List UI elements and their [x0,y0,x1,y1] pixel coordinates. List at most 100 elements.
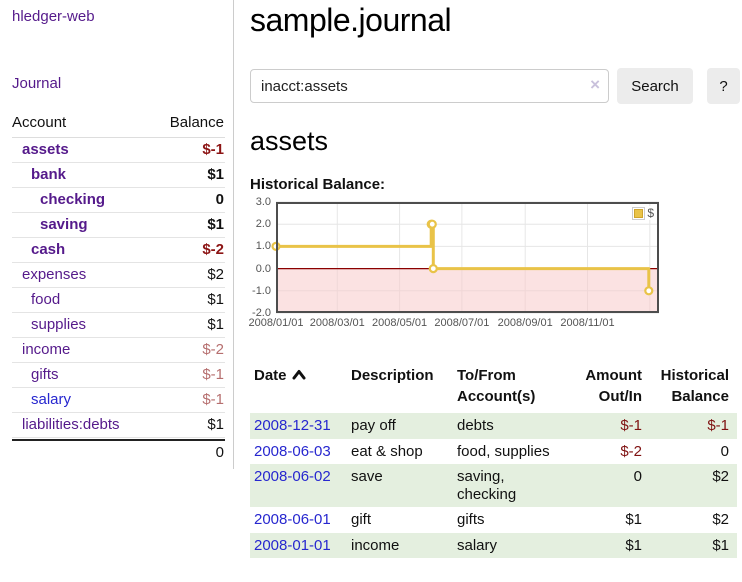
register-col-historical: Historical Balance [660,367,729,405]
account-link[interactable]: liabilities:debts [22,416,120,433]
x-axis-tick-label: 2008/11/01 [560,317,615,329]
register-col-date[interactable]: Date [250,361,347,413]
balance-chart-svg [271,201,659,314]
main-content: sample.journal × Search ? assets Histori… [234,0,742,558]
y-axis-tick-label: 0.0 [255,262,271,275]
transaction-balance: $2 [712,511,729,528]
account-link[interactable]: gifts [31,366,59,383]
account-balance: $-1 [202,366,224,383]
account-link[interactable]: food [31,291,61,308]
register-col-tofrom: To/From Account(s) [457,367,536,405]
transaction-amount: $1 [570,532,650,558]
sidebar-nav: Journal [12,26,225,93]
accounts-table-header: Account Balance [12,111,225,138]
y-axis-tick-label: 3.0 [255,196,271,208]
account-row: supplies $1 [12,313,225,338]
x-axis-tick-label: 2008/07/01 [434,317,490,329]
account-link[interactable]: assets [22,141,69,158]
account-link[interactable]: cash [31,241,66,258]
account-row: income $-2 [12,338,225,363]
y-axis-tick-label: 1.0 [255,240,271,253]
account-balance: $-1 [202,391,224,408]
transaction-balance: 0 [720,442,729,460]
register-col-description: Description [351,367,434,384]
transaction-description: gift [351,511,372,528]
search-button[interactable]: Search [617,68,693,104]
accounts-col-balance: Balance [169,114,224,131]
account-row: food $1 [12,288,225,313]
y-axis-tick-label: 2.0 [255,218,271,231]
legend-swatch-icon [632,206,646,220]
accounts-col-account: Account [12,114,67,131]
transaction-amount: 0 [570,464,650,507]
transaction-date-link[interactable]: 2008-06-03 [254,442,331,460]
search-box: × [250,69,609,103]
account-balance: $1 [207,416,224,433]
account-row: bank $1 [12,163,225,188]
transaction-accounts: salary [453,532,570,558]
account-row: liabilities:debts $1 [12,413,225,438]
transaction-description: eat & shop [351,442,423,460]
accounts-list: assets $-1 bank $1 checking 0 saving $1 cash $-2 e… [12,138,225,438]
transaction-accounts: saving, checking [453,464,570,507]
chart-title: Historical Balance: [250,176,386,193]
transaction-date-link[interactable]: 2008-06-02 [254,468,331,485]
transaction-balance: $-1 [650,413,737,439]
register-col-amount: Amount Out/In [585,367,642,405]
transaction-accounts: gifts [457,511,485,528]
account-balance: $1 [207,316,224,333]
x-axis-tick-label: 2008/09/01 [497,317,553,329]
account-balance: $-2 [202,241,224,258]
transaction-date-link[interactable]: 2008-12-31 [254,417,331,434]
account-link[interactable]: salary [31,391,72,408]
account-link[interactable]: income [22,341,71,358]
register-table: Date Description To/From Account(s) Amount … [250,361,737,558]
account-link[interactable]: expenses [22,266,87,283]
sidebar-item-journal[interactable]: Journal [12,75,62,92]
account-row: cash $-2 [12,238,225,263]
account-balance: $2 [207,266,224,283]
app-layout: hledger-web Journal Account Balance asse… [0,0,742,558]
account-link[interactable]: supplies [31,316,87,333]
sidebar: hledger-web Journal Account Balance asse… [0,0,234,469]
brand-link[interactable]: hledger-web [12,8,95,25]
clear-search-icon[interactable]: × [590,75,600,94]
transaction-description: save [347,464,453,507]
register-row: 2008-01-01 income salary $1 $1 [250,532,737,558]
page-title: sample.journal [250,2,452,38]
search-input[interactable] [250,69,609,103]
search-form: × Search ? [250,68,742,104]
register-row: 2008-06-01 gift gifts $1 $2 [250,507,737,533]
transaction-amount: $1 [625,511,642,528]
help-button[interactable]: ? [707,68,740,104]
account-balance: $1 [207,166,224,183]
account-balance: $-1 [202,141,224,158]
balance-chart: 3.0 2.0 1.0 0.0 -1.0 -2.0 2008/01/01 2008/03/0… [248,196,659,342]
account-row: gifts $-1 [12,363,225,388]
register-row: 2008-06-02 save saving, checking 0 $2 [250,464,737,507]
register-header-row: Date Description To/From Account(s) Amount … [250,361,737,413]
legend-label: $ [647,206,654,220]
account-link[interactable]: bank [31,166,67,183]
x-axis-tick-label: 2008/05/01 [372,317,428,329]
register-row: 2008-06-03 eat & shop food, supplies $-2 0 [250,439,737,465]
account-row: saving $1 [12,213,225,238]
transaction-amount: $-2 [620,442,642,460]
account-balance: $1 [207,291,224,308]
account-row: checking 0 [12,188,225,213]
transaction-date-link[interactable]: 2008-06-01 [254,511,331,528]
y-axis-tick-label: -1.0 [252,284,271,297]
account-link[interactable]: saving [40,216,88,233]
accounts-total-value: 0 [215,444,224,461]
sort-ascending-icon [292,370,306,380]
transaction-description: pay off [347,413,453,439]
account-row: expenses $2 [12,263,225,288]
account-balance: $1 [207,216,224,233]
account-title: assets [250,126,329,156]
register-row: 2008-12-31 pay off debts $-1 $-1 [250,413,737,439]
accounts-total-row: 0 [12,439,225,465]
transaction-date-link[interactable]: 2008-01-01 [254,536,331,554]
account-link[interactable]: checking [40,191,106,208]
x-axis-tick-label: 2008/03/01 [309,317,365,329]
transaction-balance: $2 [650,464,737,507]
